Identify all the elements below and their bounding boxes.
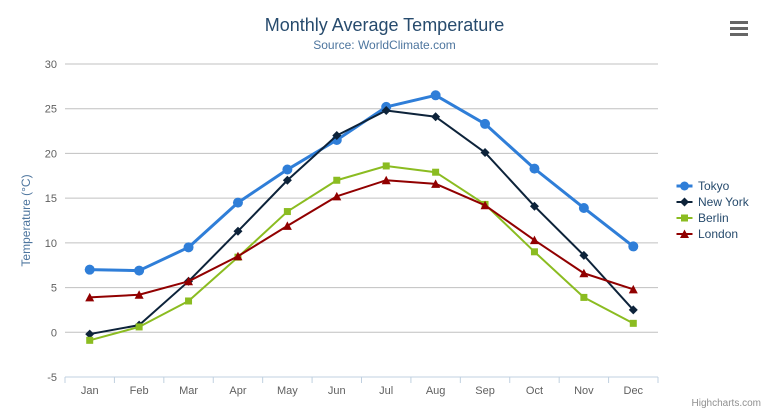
data-point-marker[interactable] — [232, 197, 243, 208]
x-tick-label: Jan — [81, 385, 99, 397]
x-tick-label: Nov — [574, 385, 594, 397]
gridlines — [65, 63, 658, 378]
data-point-marker[interactable] — [579, 250, 589, 260]
legend-item-london[interactable]: London — [676, 226, 749, 242]
data-point-marker[interactable] — [282, 175, 292, 185]
series-line-tokyo[interactable] — [88, 93, 635, 273]
data-point-marker[interactable] — [628, 305, 638, 315]
y-tick-label: 25 — [45, 104, 57, 116]
data-point-marker[interactable] — [431, 179, 441, 188]
data-point-marker[interactable] — [580, 293, 588, 301]
legend-item-berlin[interactable]: Berlin — [676, 210, 749, 226]
legend-marker-circle-icon — [676, 181, 693, 191]
y-tick-label: -5 — [47, 372, 57, 384]
legend-marker-square-icon — [676, 214, 693, 222]
highcharts-credit-link[interactable]: Highcharts.com — [691, 398, 761, 409]
legend-marker-diamond-icon — [676, 197, 693, 207]
data-point-marker[interactable] — [85, 292, 95, 302]
data-point-marker[interactable] — [480, 200, 490, 210]
data-point-marker[interactable] — [183, 242, 194, 253]
data-point-marker[interactable] — [85, 329, 95, 339]
x-tick-label: Feb — [130, 385, 149, 397]
y-tick-label: 5 — [51, 283, 57, 295]
y-tick-label: 0 — [51, 327, 57, 339]
data-point-marker[interactable] — [135, 323, 143, 331]
data-point-marker[interactable] — [84, 264, 95, 275]
menu-bar — [730, 21, 748, 24]
data-point-marker[interactable] — [529, 201, 539, 211]
y-tick-label: 20 — [45, 148, 57, 160]
x-tick-label: May — [277, 385, 298, 397]
data-point-marker[interactable] — [579, 268, 589, 278]
y-tick-label: 15 — [45, 193, 57, 205]
y-tick-label: 10 — [45, 238, 57, 250]
legend-marker-triangle-icon — [676, 229, 693, 238]
data-point-marker[interactable] — [283, 208, 291, 216]
x-tick-label: Jun — [328, 385, 346, 397]
data-point-marker[interactable] — [430, 90, 441, 101]
data-point-marker[interactable] — [233, 226, 243, 236]
data-point-marker[interactable] — [529, 235, 539, 245]
x-tick-label: Mar — [179, 385, 198, 397]
x-axis — [64, 376, 659, 383]
x-tick-label: Aug — [426, 385, 446, 397]
data-point-marker[interactable] — [628, 284, 638, 294]
data-point-marker[interactable] — [382, 162, 390, 170]
series-line-berlin[interactable] — [88, 164, 635, 342]
data-point-marker[interactable] — [529, 163, 540, 174]
series-line-london[interactable] — [88, 179, 635, 299]
chart-subtitle: Source: WorldClimate.com — [313, 38, 456, 52]
y-axis-title: Temperature (°C) — [19, 174, 33, 266]
data-point-marker[interactable] — [381, 175, 391, 185]
hamburger-menu-icon[interactable] — [730, 21, 748, 36]
legend-item-tokyo[interactable]: Tokyo — [676, 178, 749, 194]
data-point-marker[interactable] — [432, 168, 440, 176]
x-tick-label: Dec — [624, 385, 644, 397]
legend: Tokyo New York Berlin London — [676, 178, 749, 242]
data-point-marker[interactable] — [86, 336, 94, 344]
x-tick-label: Jul — [379, 385, 393, 397]
menu-bar — [730, 27, 748, 30]
data-point-marker[interactable] — [578, 202, 589, 213]
data-point-marker[interactable] — [333, 176, 341, 184]
menu-bar — [730, 33, 748, 36]
data-point-marker[interactable] — [629, 319, 637, 327]
data-point-marker[interactable] — [480, 148, 490, 158]
data-point-marker[interactable] — [480, 118, 491, 129]
data-point-marker[interactable] — [282, 221, 292, 230]
chart-title: Monthly Average Temperature — [264, 15, 505, 35]
data-point-marker[interactable] — [282, 164, 293, 175]
data-point-marker[interactable] — [332, 131, 342, 141]
series-tokyo[interactable] — [84, 90, 639, 276]
data-point-marker[interactable] — [134, 265, 145, 276]
y-tick-label: 30 — [45, 59, 57, 71]
legend-label: Berlin — [698, 211, 729, 225]
legend-label: Tokyo — [698, 179, 730, 193]
series-new-york[interactable] — [85, 106, 638, 339]
series-london[interactable] — [85, 175, 638, 302]
data-point-marker[interactable] — [185, 297, 193, 305]
y-axis-labels: -5 0 5 10 15 20 25 30 — [45, 59, 57, 384]
data-point-marker[interactable] — [184, 276, 194, 286]
x-axis-labels: Jan Feb Mar Apr May Jun Jul Aug Sep Oct Nov Dec — [81, 385, 644, 397]
x-tick-label: Oct — [526, 385, 543, 397]
data-point-marker[interactable] — [233, 251, 243, 261]
data-point-marker[interactable] — [134, 290, 144, 299]
data-point-marker[interactable] — [530, 248, 538, 256]
data-point-marker[interactable] — [332, 191, 342, 201]
legend-label: New York — [698, 195, 749, 209]
x-tick-label: Apr — [229, 385, 246, 397]
x-tick-label: Sep — [475, 385, 495, 397]
data-point-marker[interactable] — [381, 106, 391, 116]
data-point-marker[interactable] — [431, 112, 441, 122]
legend-label: London — [698, 227, 739, 241]
series-line-new-york[interactable] — [88, 109, 635, 336]
legend-item-new-york[interactable]: New York — [676, 194, 749, 210]
data-point-marker[interactable] — [628, 241, 639, 252]
